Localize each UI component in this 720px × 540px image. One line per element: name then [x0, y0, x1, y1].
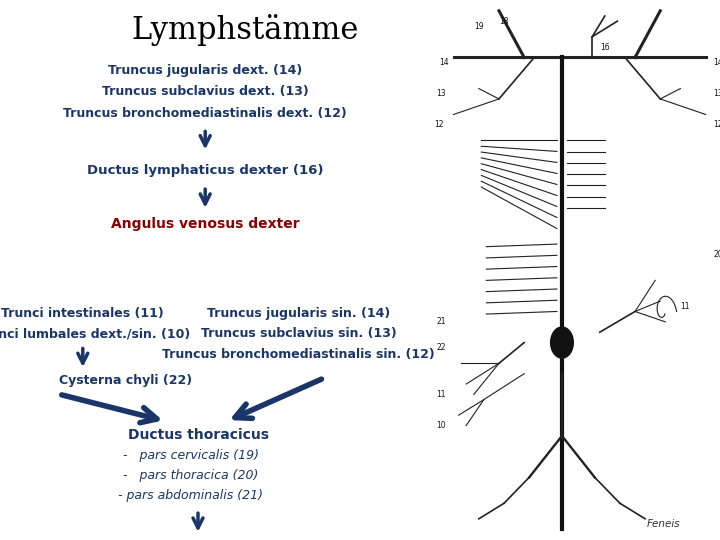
- Text: Truncus bronchomediastinalis sin. (12): Truncus bronchomediastinalis sin. (12): [163, 348, 435, 361]
- Text: 13: 13: [436, 89, 446, 98]
- Text: Lymphstämme: Lymphstämme: [131, 14, 359, 45]
- Text: Ductus thoracicus: Ductus thoracicus: [127, 428, 269, 442]
- Text: 14: 14: [438, 58, 449, 67]
- Text: 10: 10: [436, 421, 446, 430]
- Text: 16: 16: [600, 43, 610, 52]
- Text: 11: 11: [436, 390, 446, 399]
- Text: Truncus jugularis sin. (14): Truncus jugularis sin. (14): [207, 307, 390, 320]
- Polygon shape: [551, 327, 573, 358]
- Text: -   pars thoracica (20): - pars thoracica (20): [123, 469, 258, 482]
- Text: - pars abdominalis (21): - pars abdominalis (21): [118, 489, 264, 502]
- Text: 12: 12: [433, 120, 444, 130]
- Text: Feneis: Feneis: [647, 519, 680, 529]
- Text: 21: 21: [436, 318, 446, 326]
- Text: Trunci intestinales (11): Trunci intestinales (11): [1, 307, 164, 320]
- Text: 20: 20: [714, 250, 720, 259]
- Text: Trunci lumbales dext./sin. (10): Trunci lumbales dext./sin. (10): [0, 327, 190, 340]
- Text: 12: 12: [714, 120, 720, 130]
- Text: 19: 19: [474, 22, 484, 31]
- Text: -   pars cervicalis (19): - pars cervicalis (19): [123, 449, 258, 462]
- Text: 22: 22: [436, 343, 446, 352]
- Text: 18: 18: [499, 17, 509, 26]
- Text: Cysterna chyli (22): Cysterna chyli (22): [59, 374, 192, 387]
- Text: Truncus subclavius sin. (13): Truncus subclavius sin. (13): [201, 327, 397, 340]
- Text: Truncus jugularis dext. (14): Truncus jugularis dext. (14): [108, 64, 302, 77]
- Text: Truncus subclavius dext. (13): Truncus subclavius dext. (13): [102, 85, 309, 98]
- Text: 13: 13: [714, 89, 720, 98]
- Text: 11: 11: [680, 302, 690, 311]
- Text: Angulus venosus dexter: Angulus venosus dexter: [111, 217, 300, 231]
- Text: Truncus bronchomediastinalis dext. (12): Truncus bronchomediastinalis dext. (12): [63, 107, 347, 120]
- Text: Ductus lymphaticus dexter (16): Ductus lymphaticus dexter (16): [87, 164, 323, 177]
- Text: 14: 14: [714, 58, 720, 67]
